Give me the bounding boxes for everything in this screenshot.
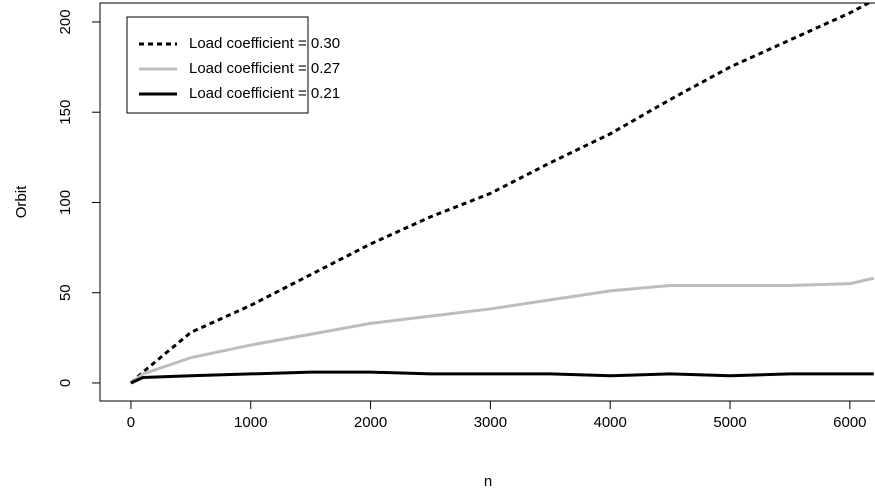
x-tick-label: 2000 <box>354 414 387 431</box>
legend-label: Load coefficient = 0.21 <box>189 85 340 102</box>
x-tick-label: 6000 <box>833 414 866 431</box>
series-line <box>130 276 875 385</box>
x-axis-label: n <box>484 473 492 490</box>
x-tick-label: 4000 <box>594 414 627 431</box>
legend-box <box>126 16 309 114</box>
y-tick-label: 0 <box>57 379 74 387</box>
y-tick-label: 200 <box>57 9 74 34</box>
series-line <box>130 370 874 385</box>
legend-label: Load coefficient = 0.30 <box>189 35 340 52</box>
series-line <box>129 3 872 385</box>
x-tick-label: 3000 <box>474 414 507 431</box>
y-tick-label: 100 <box>57 190 74 215</box>
y-tick-label: 150 <box>57 100 74 125</box>
x-tick-label: 0 <box>127 414 135 431</box>
y-tick-label: 50 <box>57 284 74 301</box>
x-tick-label: 5000 <box>713 414 746 431</box>
x-tick-label: 1000 <box>234 414 267 431</box>
plot-area <box>129 3 875 385</box>
y-axis-label: Orbit <box>13 185 30 218</box>
legend-label: Load coefficient = 0.27 <box>189 60 340 77</box>
